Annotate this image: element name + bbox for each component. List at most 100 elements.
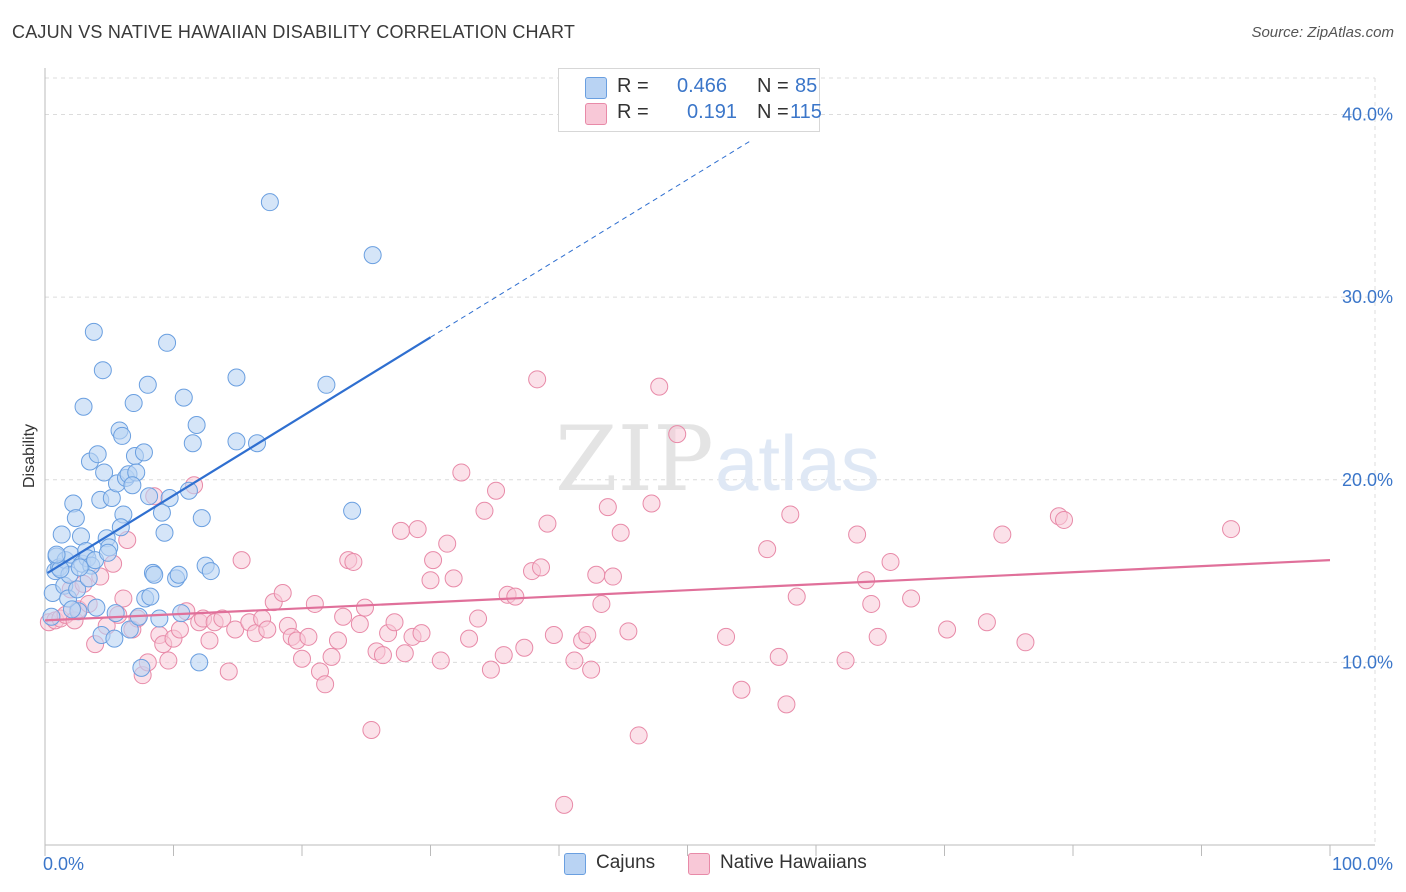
native-hawaiian-point xyxy=(344,552,363,571)
native-hawaiian-point xyxy=(603,567,622,586)
cajun-point xyxy=(68,580,87,599)
native-hawaiian-point xyxy=(487,481,506,500)
native-hawaiian-point xyxy=(232,551,251,570)
cajuns-legend-swatch xyxy=(564,853,586,875)
native-hawaiian-point xyxy=(1222,520,1241,539)
cajun-point xyxy=(123,476,142,495)
native-hawaiians-legend-swatch xyxy=(688,853,710,875)
cajun-point xyxy=(155,523,174,542)
native-hawaiian-trend-line xyxy=(44,559,1331,622)
native-hawaiian-point xyxy=(977,613,996,632)
native-hawaiian-point xyxy=(938,620,957,639)
native-hawaiian-point xyxy=(515,638,534,657)
cajun-point xyxy=(62,600,81,619)
native-hawaiian-point xyxy=(373,646,392,665)
cajun-point xyxy=(138,375,157,394)
native-hawaiian-point xyxy=(528,370,547,389)
native-hawaiian-point xyxy=(424,551,443,570)
native-hawaiian-point xyxy=(993,525,1012,544)
native-hawaiian-point xyxy=(642,494,661,513)
native-hawaiian-point xyxy=(213,609,232,628)
cajun-point xyxy=(106,604,125,623)
native-hawaiian-point xyxy=(412,624,431,643)
native-hawaiian-point xyxy=(619,622,638,641)
legend-r-value-cajuns: 0.466 xyxy=(677,75,728,97)
native-hawaiian-point xyxy=(611,523,630,542)
cajun-point xyxy=(74,397,93,416)
native-hawaiian-point xyxy=(578,625,597,644)
native-hawaiian-point xyxy=(532,558,551,577)
cajun-point xyxy=(201,562,220,581)
cajun-point xyxy=(88,445,107,464)
cajun-point xyxy=(140,487,159,506)
native-hawaiian-point xyxy=(1016,633,1035,652)
native-hawaiian-point xyxy=(170,620,189,639)
native-hawaiian-point xyxy=(226,620,245,639)
native-hawaiian-point xyxy=(421,571,440,590)
native-hawaiian-point xyxy=(650,377,669,396)
series-cajuns xyxy=(42,193,382,677)
native-hawaiian-point xyxy=(200,631,219,650)
cajun-point xyxy=(158,333,177,352)
native-hawaiian-point xyxy=(848,525,867,544)
native-hawaiian-point xyxy=(598,498,617,517)
watermark-zip: ZIP xyxy=(555,407,714,512)
native-hawaiian-point xyxy=(717,627,736,646)
series-native-hawaiians xyxy=(39,370,1241,814)
native-hawaiian-point xyxy=(273,583,292,602)
native-hawaiian-point xyxy=(836,651,855,670)
native-hawaiian-point xyxy=(769,647,788,666)
native-hawaiian-point xyxy=(460,629,479,648)
cajun-point xyxy=(47,545,66,564)
native-hawaiian-point xyxy=(881,552,900,571)
cajun-point xyxy=(317,375,336,394)
native-hawaiian-point xyxy=(475,501,494,520)
native-hawaiian-point xyxy=(857,571,876,590)
cajun-point xyxy=(120,620,139,639)
native-hawaiians-swatch xyxy=(585,103,607,125)
legend-r-label: R = xyxy=(617,75,649,97)
native-hawaiian-point xyxy=(787,587,806,606)
source-label: Source: ZipAtlas.com xyxy=(1251,24,1394,41)
native-hawaiian-point xyxy=(316,675,335,694)
cajun-point xyxy=(152,503,171,522)
cajun-point xyxy=(145,565,164,584)
y-tick-label: 40.0% xyxy=(1342,105,1393,125)
cajun-point xyxy=(343,501,362,520)
cajun-point xyxy=(70,558,89,577)
native-hawaiian-point xyxy=(114,589,133,608)
cajun-point xyxy=(113,426,132,445)
cajun-point xyxy=(52,525,71,544)
native-hawaiian-point xyxy=(538,514,557,533)
watermark-atlas: atlas xyxy=(715,419,880,507)
cajun-point xyxy=(227,432,246,451)
cajun-point xyxy=(105,629,124,648)
cajun-point xyxy=(141,587,160,606)
native-hawaiian-point xyxy=(444,569,463,588)
native-hawaiian-point xyxy=(431,651,450,670)
native-hawaiian-point xyxy=(481,660,500,679)
cajun-point xyxy=(183,434,202,453)
stats-legend: R = 0.466 N = 85 R = 0.191 N = 115 xyxy=(558,68,822,132)
cajun-point xyxy=(134,443,153,462)
cajun-point xyxy=(87,598,106,617)
native-hawaiian-point xyxy=(1055,510,1074,529)
cajun-point xyxy=(95,463,114,482)
native-hawaiian-point xyxy=(391,521,410,540)
native-hawaiian-point xyxy=(544,625,563,644)
y-axis-title: Disability xyxy=(21,424,38,488)
legend-n-label: N = xyxy=(757,75,789,97)
cajun-point xyxy=(363,246,382,265)
native-hawaiian-point xyxy=(494,646,513,665)
trend-lines xyxy=(44,139,1331,622)
native-hawaiian-point xyxy=(862,594,881,613)
axes xyxy=(44,68,1375,856)
cajun-point xyxy=(93,361,112,380)
native-hawaiian-point xyxy=(582,660,601,679)
native-hawaiian-point xyxy=(350,615,369,634)
x-tick-label-start: 0.0% xyxy=(43,854,84,874)
legend-r-label: R = xyxy=(617,101,649,123)
cajun-point xyxy=(66,509,85,528)
cajun-trend-line xyxy=(46,336,432,574)
